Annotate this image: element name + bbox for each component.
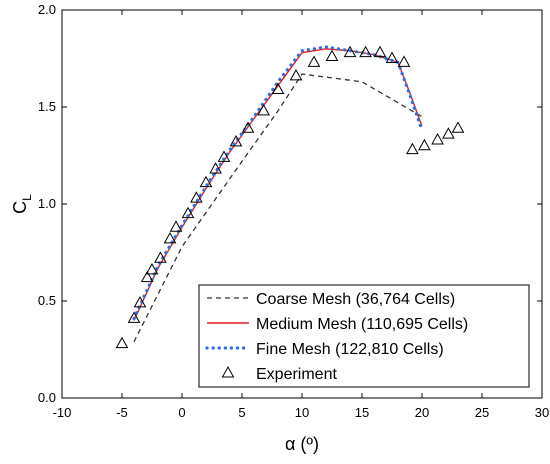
experiment-point <box>418 138 431 151</box>
experiment-point <box>373 45 387 58</box>
legend-box <box>198 284 530 388</box>
y-axis-title-main: C <box>10 201 30 214</box>
x-tick-label: 25 <box>475 405 489 420</box>
x-tick-label: 15 <box>355 405 369 420</box>
experiment-point <box>181 206 195 219</box>
y-tick-label: 0.5 <box>38 293 56 308</box>
legend-label: Coarse Mesh (36,764 Cells) <box>256 291 455 308</box>
x-tick-label: 10 <box>295 405 309 420</box>
experiment-point <box>271 82 285 94</box>
experiment-point <box>154 251 167 263</box>
x-tick-label: 5 <box>238 405 245 420</box>
axis-ticks: -10 -5 0 5 10 15 20 25 30 0.0 0.5 1.0 1.5 2.0 <box>38 2 549 420</box>
experiment-point <box>343 45 357 58</box>
experiment-point <box>289 68 303 81</box>
experiment-point <box>451 121 465 133</box>
experiment-point <box>359 45 372 58</box>
y-tick-label: 1.5 <box>38 99 56 114</box>
x-tick-label: -10 <box>53 405 72 420</box>
experiment-point <box>241 121 255 133</box>
experiment-point <box>199 175 213 188</box>
experiment-point <box>127 311 141 323</box>
experiment-point <box>133 295 147 308</box>
y-tick-label: 1.0 <box>38 196 56 211</box>
experiment-point <box>229 134 243 147</box>
experiment-markers <box>115 45 465 349</box>
experiment-point <box>145 262 159 275</box>
experiment-point <box>257 103 270 116</box>
experiment-point <box>442 127 455 139</box>
experiment-point <box>307 55 321 67</box>
series-line-dashed <box>133 73 423 343</box>
y-axis-title: CL <box>10 194 34 214</box>
series-layer <box>132 45 424 343</box>
series-line-solid <box>133 48 423 321</box>
experiment-point <box>115 336 129 349</box>
y-tick-label: 0.0 <box>38 390 56 405</box>
experiment-point <box>209 162 222 174</box>
experiment-point <box>169 220 183 232</box>
experiment-point <box>190 191 203 203</box>
experiment-point <box>325 49 339 62</box>
experiment-point <box>163 231 177 244</box>
x-tick-label: 0 <box>178 405 185 420</box>
y-tick-label: 2.0 <box>38 2 56 17</box>
legend-marker <box>221 366 235 378</box>
x-tick-label: 30 <box>535 405 549 420</box>
experiment-point <box>397 55 411 67</box>
experiment-point <box>431 133 444 145</box>
series-line-dotted <box>132 45 424 321</box>
x-tick-label: -5 <box>116 405 128 420</box>
experiment-point <box>385 51 399 63</box>
experiment-point <box>406 142 419 155</box>
legend: Coarse Mesh (36,764 Cells) Medium Mesh (1… <box>198 284 530 388</box>
experiment-point <box>140 270 154 283</box>
x-tick-label: 20 <box>415 405 429 420</box>
legend-label: Fine Mesh (122,810 Cells) <box>256 341 444 358</box>
legend-label: Experiment <box>256 366 337 383</box>
experiment-point <box>217 150 231 162</box>
legend-label: Medium Mesh (110,695 Cells) <box>256 316 468 333</box>
y-axis-title-subscript: L <box>20 194 34 201</box>
x-axis-title: α (º) <box>285 434 319 454</box>
